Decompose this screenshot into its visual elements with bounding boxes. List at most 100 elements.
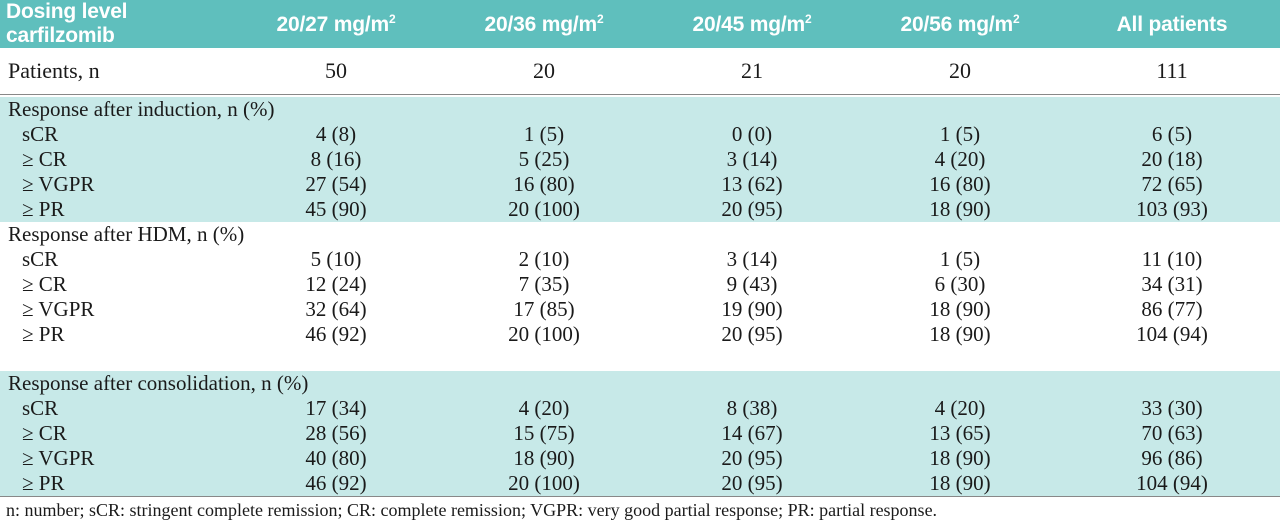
patients-section: Patients, n 50 20 21 20 111	[0, 48, 1280, 97]
cell: 11 (10)	[1141, 246, 1203, 271]
section-heading-row: Response after HDM, n (%)	[0, 222, 1280, 247]
cell: 3 (14)	[726, 246, 778, 271]
row-label: ≥ PR	[22, 470, 65, 495]
cell: 18 (90)	[929, 321, 991, 346]
cell: 86 (77)	[1141, 296, 1203, 321]
cell: 16 (80)	[929, 171, 991, 196]
cell: 20 (100)	[508, 196, 580, 221]
patients-value: 111	[1156, 57, 1188, 83]
cell: 1 (5)	[523, 121, 565, 146]
table-row: sCR 5 (10) 2 (10) 3 (14) 1 (5) 11 (10)	[0, 247, 1280, 272]
cell: 20 (100)	[508, 321, 580, 346]
patients-value: 20	[949, 57, 971, 83]
header-col-1: 20/27 mg/m2	[276, 11, 396, 36]
cell: 40 (80)	[305, 445, 367, 470]
cell: 28 (56)	[305, 420, 367, 445]
header-col-4: 20/56 mg/m2	[900, 11, 1020, 36]
section-hdm: Response after HDM, n (%) sCR 5 (10) 2 (…	[0, 221, 1280, 371]
cell: 27 (54)	[305, 171, 367, 196]
section-title: Response after HDM, n (%)	[8, 221, 245, 246]
cell: 20 (100)	[508, 470, 580, 495]
cell: 4 (20)	[934, 146, 986, 171]
table-header: Dosing level carfilzomib 20/27 mg/m2 20/…	[0, 0, 1280, 48]
header-row: Dosing level carfilzomib 20/27 mg/m2 20/…	[0, 0, 1280, 48]
table-footnote: n: number; sCR: stringent complete remis…	[6, 500, 938, 520]
cell: 103 (93)	[1136, 196, 1208, 221]
patients-value: 20	[533, 57, 555, 83]
header-col-2: 20/36 mg/m2	[484, 11, 604, 36]
row-label: ≥ CR	[22, 420, 67, 445]
cell: 33 (30)	[1141, 395, 1203, 420]
cell: 18 (90)	[929, 196, 991, 221]
section-title: Response after consolidation, n (%)	[8, 370, 309, 395]
cell: 19 (90)	[721, 296, 783, 321]
row-label: ≥ PR	[22, 321, 65, 346]
table-row: sCR 17 (34) 4 (20) 8 (38) 4 (20) 33 (30)	[0, 396, 1280, 421]
cell: 0 (0)	[731, 121, 773, 146]
cell: 18 (90)	[929, 445, 991, 470]
row-label: ≥ VGPR	[22, 445, 95, 470]
table-row: ≥ CR 12 (24) 7 (35) 9 (43) 6 (30) 34 (31…	[0, 272, 1280, 297]
cell: 16 (80)	[513, 171, 575, 196]
cell: 17 (34)	[305, 395, 367, 420]
cell: 9 (43)	[726, 271, 778, 296]
table-row: sCR 4 (8) 1 (5) 0 (0) 1 (5) 6 (5)	[0, 122, 1280, 147]
row-label: ≥ VGPR	[22, 171, 95, 196]
table-row: ≥ PR 45 (90) 20 (100) 20 (95) 18 (90) 10…	[0, 197, 1280, 222]
table-row: ≥ VGPR 40 (80) 18 (90) 20 (95) 18 (90) 9…	[0, 446, 1280, 471]
cell: 20 (95)	[721, 321, 783, 346]
cell: 96 (86)	[1141, 445, 1203, 470]
cell: 72 (65)	[1141, 171, 1203, 196]
cell: 45 (90)	[305, 196, 367, 221]
cell: 104 (94)	[1136, 470, 1208, 495]
cell: 13 (62)	[721, 171, 783, 196]
cell: 5 (25)	[518, 146, 570, 171]
cell: 1 (5)	[939, 246, 981, 271]
patients-row: Patients, n 50 20 21 20 111	[0, 48, 1280, 94]
header-col-3: 20/45 mg/m2	[692, 11, 812, 36]
cell: 8 (38)	[726, 395, 778, 420]
row-label: sCR	[22, 246, 59, 271]
table-row: ≥ CR 8 (16) 5 (25) 3 (14) 4 (20) 20 (18)	[0, 147, 1280, 172]
row-label: ≥ VGPR	[22, 296, 95, 321]
row-label: ≥ CR	[22, 146, 67, 171]
cell: 14 (67)	[721, 420, 783, 445]
cell: 7 (35)	[518, 271, 570, 296]
cell: 20 (18)	[1141, 146, 1203, 171]
cell: 20 (95)	[721, 470, 783, 495]
section-induction: Response after induction, n (%) sCR 4 (8…	[0, 96, 1280, 222]
cell: 1 (5)	[939, 121, 981, 146]
table-row: ≥ VGPR 27 (54) 16 (80) 13 (62) 16 (80) 7…	[0, 172, 1280, 197]
row-label: ≥ CR	[22, 271, 67, 296]
header-dosing-level: Dosing level carfilzomib	[6, 0, 128, 47]
cell: 4 (20)	[518, 395, 570, 420]
table-row: ≥ CR 28 (56) 15 (75) 14 (67) 13 (65) 70 …	[0, 421, 1280, 446]
table-row: ≥ PR 46 (92) 20 (100) 20 (95) 18 (90) 10…	[0, 470, 1280, 496]
section-consolidation: Response after consolidation, n (%) sCR …	[0, 370, 1280, 496]
header-col-all: All patients	[1116, 12, 1228, 36]
row-label: sCR	[22, 395, 59, 420]
cell: 18 (90)	[929, 470, 991, 495]
cell: 18 (90)	[513, 445, 575, 470]
cell: 20 (95)	[721, 445, 783, 470]
cell: 70 (63)	[1141, 420, 1203, 445]
section-title: Response after induction, n (%)	[8, 96, 275, 121]
cell: 12 (24)	[305, 271, 367, 296]
table-row: ≥ PR 46 (92) 20 (100) 20 (95) 18 (90) 10…	[0, 322, 1280, 347]
cell: 4 (20)	[934, 395, 986, 420]
response-table: Dosing level carfilzomib 20/27 mg/m2 20/…	[0, 0, 1280, 496]
response-table-container: Dosing level carfilzomib 20/27 mg/m2 20/…	[0, 0, 1280, 496]
section-heading-row: Response after consolidation, n (%)	[0, 371, 1280, 396]
cell: 104 (94)	[1136, 321, 1208, 346]
cell: 17 (85)	[513, 296, 575, 321]
cell: 20 (95)	[721, 196, 783, 221]
row-label: ≥ PR	[22, 196, 65, 221]
patients-value: 50	[325, 57, 347, 83]
row-label: sCR	[22, 121, 59, 146]
section-heading-row: Response after induction, n (%)	[0, 97, 1280, 122]
cell: 8 (16)	[310, 146, 362, 171]
cell: 18 (90)	[929, 296, 991, 321]
cell: 32 (64)	[305, 296, 367, 321]
patients-label: Patients, n	[8, 57, 100, 83]
cell: 3 (14)	[726, 146, 778, 171]
